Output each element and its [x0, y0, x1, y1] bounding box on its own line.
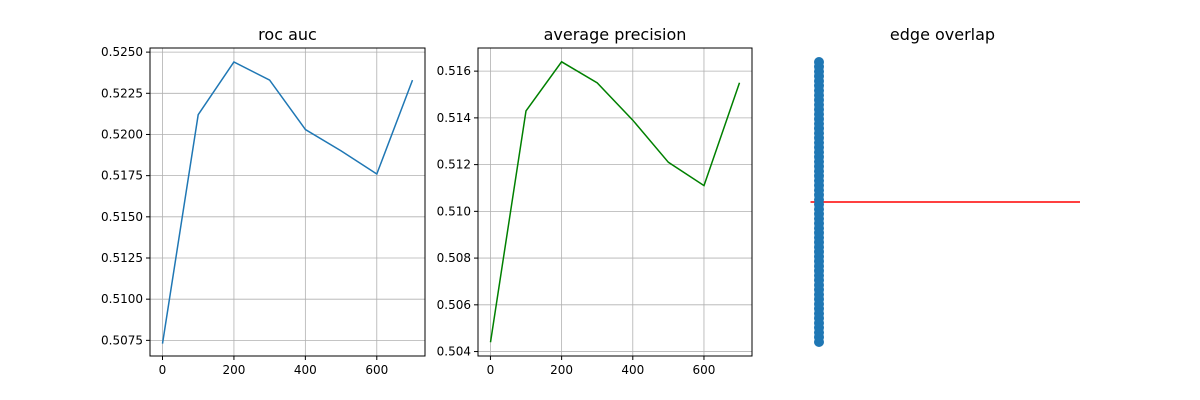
roc-auc-x-tick-label: 0: [159, 363, 167, 377]
average-precision-axes-frame: [477, 47, 753, 357]
average-precision-x-tick-label: 400: [621, 363, 644, 377]
edge-overlap-point: [814, 57, 824, 67]
roc-auc-y-tick-label: 0.5075: [101, 333, 143, 347]
roc-auc-y-tick-label: 0.5200: [101, 127, 143, 141]
roc-auc-y-tick-label: 0.5150: [101, 210, 143, 224]
average-precision-x-tick-label: 200: [550, 363, 573, 377]
average-precision-ticks: 0 200 400 600 0.504 0.506 0.508 0.510 0.512 0.514…: [437, 64, 716, 377]
roc-auc-y-tick-label: 0.5125: [101, 251, 143, 265]
average-precision-y-tick-label: 0.512: [437, 158, 471, 172]
average-precision-y-tick-label: 0.508: [437, 251, 471, 265]
roc-auc-y-tick-label: 0.5225: [101, 86, 143, 100]
roc-auc-panel: 0 200 400 600 0.5075 0.5100 0.5125 0.5150 0.5175…: [101, 25, 426, 377]
average-precision-title: average precision: [544, 25, 687, 44]
roc-auc-y-tick-label: 0.5175: [101, 169, 143, 183]
roc-auc-axes-frame: [149, 47, 426, 357]
edge-overlap-title: edge overlap: [890, 25, 995, 44]
roc-auc-title: roc auc: [258, 25, 317, 44]
average-precision-x-tick-label: 0: [487, 363, 495, 377]
average-precision-y-tick-label: 0.506: [437, 298, 471, 312]
average-precision-grid: [478, 48, 752, 356]
roc-auc-ticks: 0 200 400 600 0.5075 0.5100 0.5125 0.5150 0.5175…: [101, 45, 388, 377]
roc-auc-y-tick-label: 0.5100: [101, 292, 143, 306]
average-precision-y-tick-label: 0.510: [437, 204, 471, 218]
roc-auc-x-tick-label: 200: [222, 363, 245, 377]
average-precision-y-tick-label: 0.516: [437, 64, 471, 78]
roc-auc-x-tick-label: 400: [294, 363, 317, 377]
edge-overlap-points: [814, 57, 824, 347]
roc-auc-series-line: [161, 61, 414, 344]
average-precision-series-line: [489, 60, 741, 343]
roc-auc-grid: [150, 48, 425, 356]
edge-overlap-panel: edge overlap: [810, 25, 1080, 347]
roc-auc-x-tick-label: 600: [365, 363, 388, 377]
average-precision-x-tick-label: 600: [693, 363, 716, 377]
average-precision-y-tick-label: 0.504: [437, 345, 471, 359]
roc-auc-y-tick-label: 0.5250: [101, 45, 143, 59]
average-precision-panel: 0 200 400 600 0.504 0.506 0.508 0.510 0.512 0.514…: [437, 25, 753, 377]
average-precision-y-tick-label: 0.514: [437, 111, 471, 125]
